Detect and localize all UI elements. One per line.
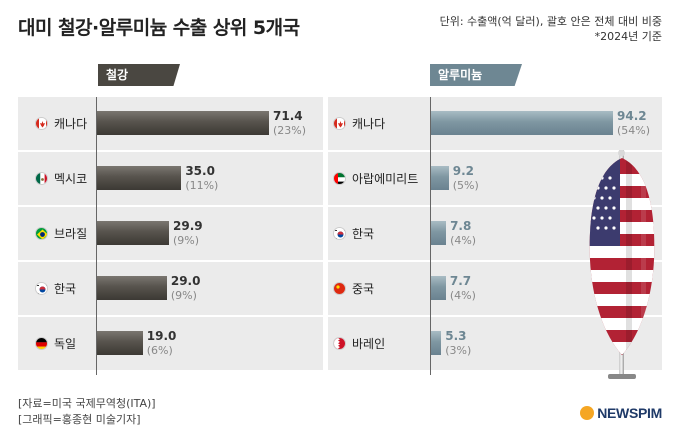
value-label: 19.0 [146,329,177,343]
steel-bar [97,331,143,355]
value-label: 7.8 [450,219,472,233]
category-label: 중국 [333,262,374,315]
canada-flag-icon [35,117,48,130]
us-flag-illustration [589,150,655,379]
korea-flag-icon [35,282,48,295]
page-title: 대미 철강·알루미늄 수출 상위 5개국 [18,17,300,39]
country-name: 한국 [54,282,77,296]
brazil-flag-icon [35,227,48,240]
share-label: (9%) [170,289,197,302]
country-name: 한국 [352,227,375,241]
value-label: 71.4 [273,109,303,123]
country-name: 브라질 [54,227,88,241]
value-label: 94.2 [617,109,647,123]
alu-bar [431,276,446,300]
alu-bar [431,331,442,355]
row-background [18,262,323,315]
category-label: 한국 [35,262,76,315]
country-name: 캐나다 [352,117,386,131]
category-label: 아랍에미리트 [333,152,418,205]
value-label: 5.3 [445,329,467,343]
bahrain-flag-icon [333,337,346,350]
aluminum-panel-title: 알루미늄 [430,64,522,86]
unit-text: 단위: 수출액(억 달러), 괄호 안은 전체 대비 비중 [439,15,662,28]
share-label: (54%) [617,124,651,137]
alu-bar [431,221,447,245]
country-name: 중국 [352,282,375,296]
country-name: 멕시코 [54,172,88,186]
category-label: 브라질 [35,207,87,260]
share-label: (5%) [452,179,479,192]
steel-bar [97,166,182,190]
unit-note: 단위: 수출액(억 달러), 괄호 안은 전체 대비 비중 *2024년 기준 [440,14,662,44]
share-label: (11%) [185,179,219,192]
baseline-axis [96,97,97,375]
mexico-flag-icon [35,172,48,185]
share-label: (9%) [173,234,200,247]
steel-bar [97,276,167,300]
steel-bar [97,221,170,245]
category-label: 독일 [35,317,76,370]
value-label: 35.0 [185,164,215,178]
row-background [18,317,323,370]
row-background [18,207,323,260]
category-label: 캐나다 [35,97,87,150]
value-label: 9.2 [452,164,475,178]
canada-flag-icon [333,117,346,130]
category-label: 바레인 [333,317,385,370]
value-label: 29.0 [170,274,201,288]
logo-text: NEWSPIM [597,405,662,421]
share-label: (4%) [450,234,477,247]
category-label: 멕시코 [35,152,87,205]
country-name: 아랍에미리트 [352,172,419,186]
share-label: (6%) [146,344,173,357]
logo-mark-icon [580,406,595,420]
graphic-credit: [그래픽=홍종현 미술기자] [18,413,141,426]
base-year-note: *2024년 기준 [594,30,662,43]
steel-panel-title: 철강 [98,64,180,86]
baseline-axis [430,97,431,375]
value-label: 7.7 [449,274,472,288]
newspim-logo: NEWSPIM [580,405,662,421]
country-name: 바레인 [352,337,386,351]
value-label: 29.9 [173,219,203,233]
korea-flag-icon [333,227,346,240]
alu-bar [431,111,613,135]
china-flag-icon [333,282,346,295]
share-label: (23%) [273,124,307,137]
steel-bar [97,111,269,135]
alu-bar [431,166,449,190]
country-name: 독일 [54,337,77,351]
source-credit: [자료=미국 국제무역청(ITA)] [18,397,156,410]
uae-flag-icon [333,172,346,185]
credits: [자료=미국 국제무역청(ITA)] [그래픽=홍종현 미술기자] [18,396,156,428]
category-label: 캐나다 [333,97,385,150]
country-name: 캐나다 [54,117,88,131]
share-label: (4%) [449,289,476,302]
share-label: (3%) [445,344,472,357]
category-label: 한국 [333,207,374,260]
germany-flag-icon [35,337,48,350]
